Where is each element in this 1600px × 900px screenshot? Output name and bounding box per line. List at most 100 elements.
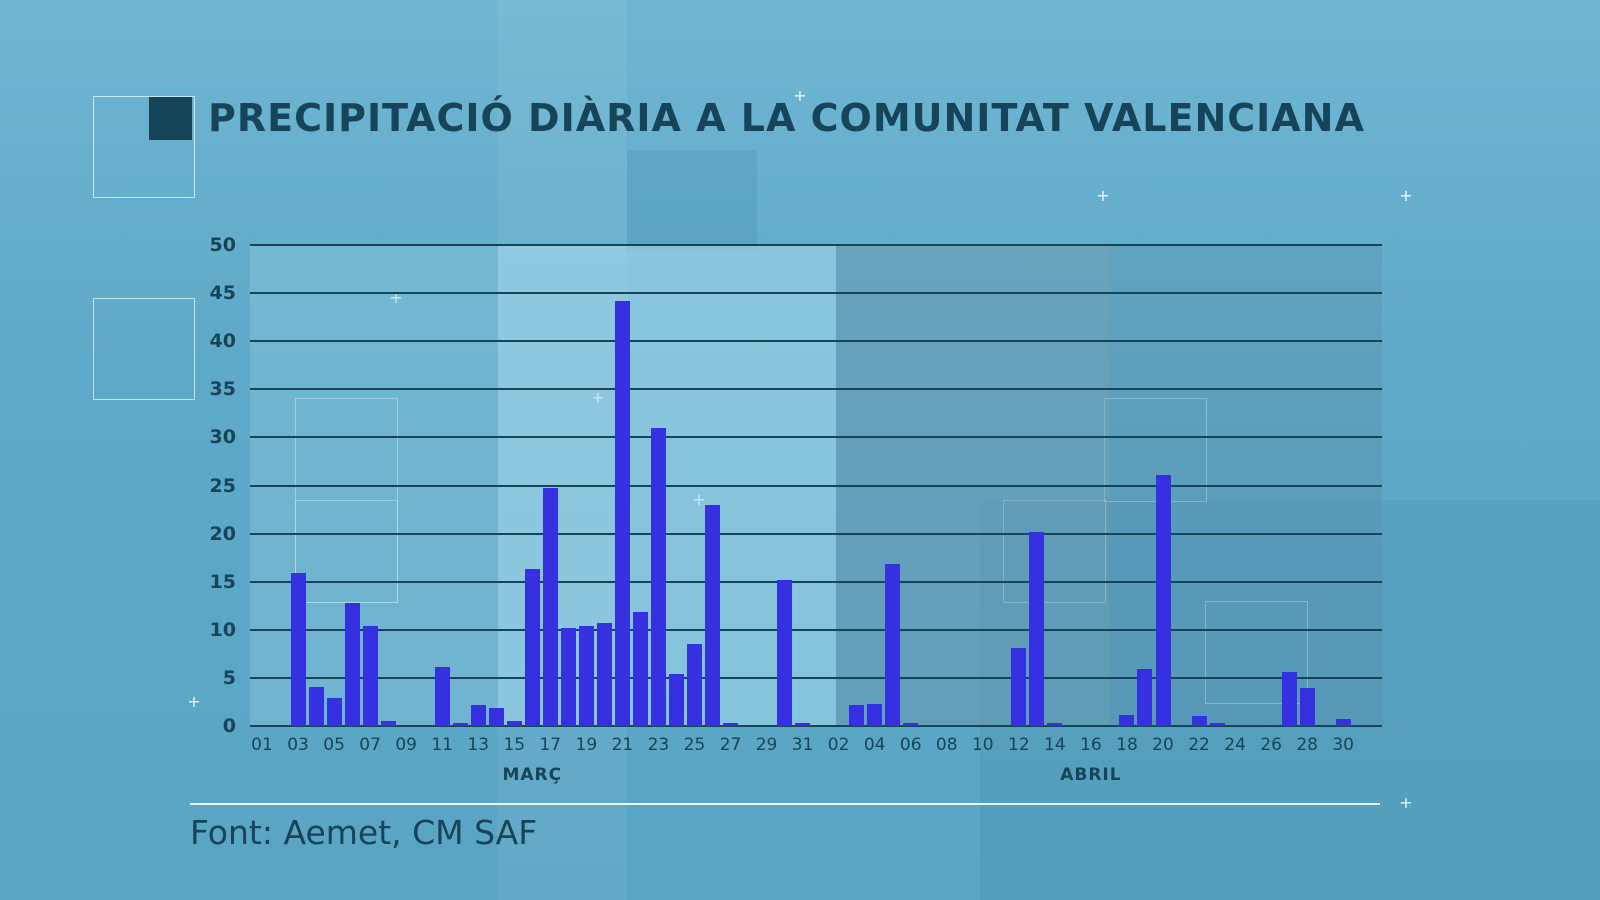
x-tick-label: 29	[755, 735, 778, 755]
chart-title: PRECIPITACIÓ DIÀRIA A LA COMUNITAT VALEN…	[208, 96, 1365, 140]
x-tick-label: 23	[647, 735, 670, 755]
bar-23-04	[1209, 723, 1225, 726]
y-tick-label: 35	[209, 378, 236, 401]
y-tick-label: 30	[209, 426, 236, 449]
bar-27-03	[723, 723, 739, 726]
bar-13-03	[470, 704, 486, 726]
bar-05-04	[885, 564, 901, 726]
bar-03-03	[290, 573, 306, 726]
x-tick-label: 20	[1152, 735, 1174, 755]
plus-marker-icon: +	[1096, 186, 1110, 205]
x-tick-label: 10	[971, 735, 994, 755]
bar-05-03	[326, 698, 342, 726]
x-tick-label: 15	[503, 735, 526, 755]
bar-23-03	[650, 427, 666, 726]
x-tick-label: 13	[467, 735, 490, 755]
x-tick-label: 22	[1188, 735, 1210, 755]
decorative-frame	[93, 96, 195, 198]
bar-27-04	[1281, 672, 1297, 726]
x-tick-label: 19	[575, 735, 598, 755]
gridline	[250, 244, 1382, 246]
bar-18-04	[1119, 715, 1135, 726]
bar-13-04	[1029, 531, 1045, 726]
gridline	[250, 340, 1382, 343]
y-tick-label: 50	[209, 234, 236, 256]
x-tick-label: 30	[1332, 735, 1355, 755]
gridline	[250, 580, 1382, 583]
x-tick-label: 02	[827, 735, 850, 755]
x-tick-label: 08	[935, 735, 958, 755]
bar-16-03	[524, 569, 540, 726]
x-tick-label: 03	[287, 735, 309, 755]
bar-12-04	[1011, 648, 1027, 726]
plus-marker-icon: +	[1399, 793, 1413, 812]
gridline	[250, 292, 1382, 295]
x-tick-label: 18	[1116, 735, 1138, 755]
gridline	[250, 532, 1382, 535]
plus-marker-icon: +	[1399, 186, 1413, 205]
bar-28-04	[1299, 687, 1315, 726]
x-tick-label: 21	[611, 735, 634, 755]
bar-08-03	[380, 721, 396, 726]
bar-14-03	[488, 707, 504, 726]
gridline	[250, 388, 1382, 391]
gridline	[250, 725, 1382, 727]
bar-14-04	[1047, 723, 1063, 726]
y-tick-label: 25	[209, 474, 236, 497]
x-tick-label: 11	[431, 735, 454, 755]
bar-20-03	[596, 623, 612, 726]
bar-21-03	[614, 300, 630, 726]
bar-12-03	[452, 723, 468, 726]
gridline	[250, 628, 1382, 631]
background-panel	[627, 150, 757, 250]
chart-header: PRECIPITACIÓ DIÀRIA A LA COMUNITAT VALEN…	[149, 96, 1365, 140]
bar-30-04	[1335, 719, 1351, 726]
bar-19-03	[578, 625, 594, 726]
bar-22-03	[632, 612, 648, 726]
y-tick-label: 15	[209, 570, 236, 593]
bar-22-04	[1191, 716, 1207, 726]
y-tick-label: 20	[209, 522, 236, 545]
plus-marker-icon: +	[187, 692, 201, 711]
x-tick-label: 25	[683, 735, 706, 755]
title-square-icon	[149, 96, 192, 140]
decorative-frame	[1003, 500, 1106, 603]
gridline	[250, 436, 1382, 439]
x-tick-label: 17	[539, 735, 562, 755]
x-tick-label: 31	[791, 735, 814, 755]
x-tick-label: 06	[899, 735, 922, 755]
decorative-frame	[1205, 601, 1308, 704]
bar-06-04	[903, 723, 919, 726]
decorative-rule	[190, 803, 1380, 805]
decorative-frame	[93, 298, 195, 400]
x-tick-label: 07	[359, 735, 381, 755]
x-tick-label: 26	[1260, 735, 1282, 755]
bar-18-03	[560, 627, 576, 726]
bar-07-03	[362, 625, 378, 726]
x-tick-label: 04	[863, 735, 886, 755]
bar-31-03	[795, 723, 811, 726]
x-tick-label: 14	[1044, 735, 1066, 755]
y-tick-label: 45	[209, 282, 236, 305]
y-tick-label: 0	[222, 715, 236, 737]
bar-03-04	[849, 704, 865, 726]
x-tick-label: 05	[323, 735, 345, 755]
source-note: Font: Aemet, CM SAF	[190, 813, 538, 852]
month-label: ABRIL	[1060, 765, 1122, 785]
decorative-frame	[295, 398, 398, 603]
bar-06-03	[344, 602, 360, 726]
x-tick-label: 01	[251, 735, 273, 755]
x-tick-label: 16	[1080, 735, 1102, 755]
bar-30-03	[777, 579, 793, 726]
x-tick-label: 28	[1296, 735, 1318, 755]
bar-17-03	[542, 488, 558, 726]
bar-15-03	[506, 721, 522, 726]
y-tick-label: 5	[222, 666, 236, 689]
gridline	[250, 484, 1382, 487]
bar-26-03	[705, 504, 720, 726]
x-tick-label: 12	[1008, 735, 1030, 755]
decorative-frame	[295, 500, 398, 603]
x-tick-label: 09	[395, 735, 417, 755]
bar-04-04	[867, 703, 883, 726]
y-tick-label: 10	[209, 618, 236, 641]
